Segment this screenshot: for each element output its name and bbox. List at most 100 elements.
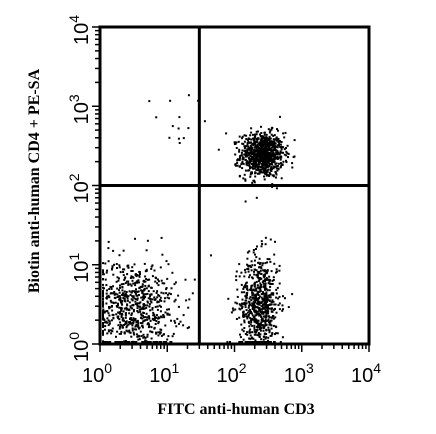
data-point [175, 325, 178, 328]
data-point [147, 285, 150, 288]
data-point [275, 187, 278, 190]
data-point [112, 285, 114, 288]
data-point [148, 278, 151, 281]
data-point [252, 157, 255, 160]
data-point [144, 339, 147, 342]
data-point [138, 308, 141, 311]
data-point [264, 141, 267, 144]
data-point [274, 153, 277, 156]
data-point [256, 291, 259, 294]
data-point [250, 138, 253, 141]
data-point [230, 311, 233, 314]
data-point [285, 161, 288, 164]
data-point [249, 296, 252, 299]
data-point [137, 335, 140, 338]
data-point [257, 301, 260, 304]
data-point [119, 271, 122, 274]
data-point [261, 308, 263, 311]
data-point [253, 150, 256, 153]
data-point [142, 307, 145, 310]
data-point [245, 138, 248, 140]
data-point [253, 299, 256, 302]
data-point [238, 316, 241, 319]
data-point [120, 302, 123, 305]
data-point [116, 330, 119, 333]
data-point [156, 290, 159, 293]
x-tick-exponent: 2 [239, 360, 247, 376]
data-point [256, 148, 259, 151]
data-point [267, 298, 270, 301]
data-point [253, 328, 256, 331]
data-point [265, 150, 268, 153]
data-point [255, 329, 258, 331]
data-point [155, 292, 158, 294]
data-point [260, 240, 263, 243]
data-point [126, 265, 129, 268]
data-point [264, 316, 267, 319]
data-point [150, 265, 153, 268]
data-point [271, 299, 274, 302]
data-point [250, 299, 253, 302]
data-point [258, 161, 261, 163]
data-point [171, 271, 174, 274]
data-point [240, 163, 243, 166]
data-point [246, 154, 249, 157]
data-point [163, 300, 166, 303]
data-point [113, 291, 116, 293]
data-point [270, 303, 273, 306]
data-point [139, 273, 141, 275]
data-point [259, 333, 262, 336]
data-point [260, 267, 263, 270]
data-point [119, 312, 121, 315]
data-point [148, 305, 151, 308]
data-point [246, 333, 249, 336]
data-point [122, 317, 125, 320]
data-point [287, 152, 290, 155]
data-point [102, 325, 104, 328]
data-point [253, 306, 256, 309]
data-point [248, 325, 251, 328]
data-point [249, 173, 252, 176]
data-point [246, 164, 249, 167]
data-point [256, 164, 259, 167]
data-point [256, 334, 259, 337]
data-point [276, 137, 279, 140]
data-point [149, 300, 152, 303]
data-point [275, 268, 278, 271]
data-point [203, 120, 206, 123]
data-point [251, 147, 254, 150]
data-point [257, 332, 260, 335]
data-point [248, 301, 251, 304]
data-point [284, 297, 286, 300]
data-point [130, 291, 133, 294]
data-point [149, 330, 152, 333]
data-point [275, 173, 278, 176]
data-point [156, 278, 159, 281]
data-point [157, 331, 160, 334]
data-point [264, 151, 267, 154]
data-point [131, 270, 134, 272]
data-point [282, 146, 285, 149]
data-point [263, 285, 266, 288]
data-point [140, 296, 143, 299]
data-point [114, 292, 117, 295]
data-point [149, 298, 152, 300]
data-point [210, 254, 212, 257]
data-point [268, 275, 271, 278]
data-point [245, 296, 248, 299]
data-point [178, 116, 181, 119]
data-point [102, 304, 104, 307]
data-point [135, 328, 138, 331]
data-point [272, 276, 275, 279]
data-point [119, 326, 122, 328]
data-point [264, 138, 267, 141]
data-point [249, 312, 251, 315]
data-point [274, 163, 277, 166]
data-point [262, 326, 265, 329]
data-point [142, 294, 145, 297]
data-point [102, 311, 104, 314]
data-point [264, 299, 267, 301]
data-point [153, 313, 155, 316]
data-point [250, 286, 253, 289]
